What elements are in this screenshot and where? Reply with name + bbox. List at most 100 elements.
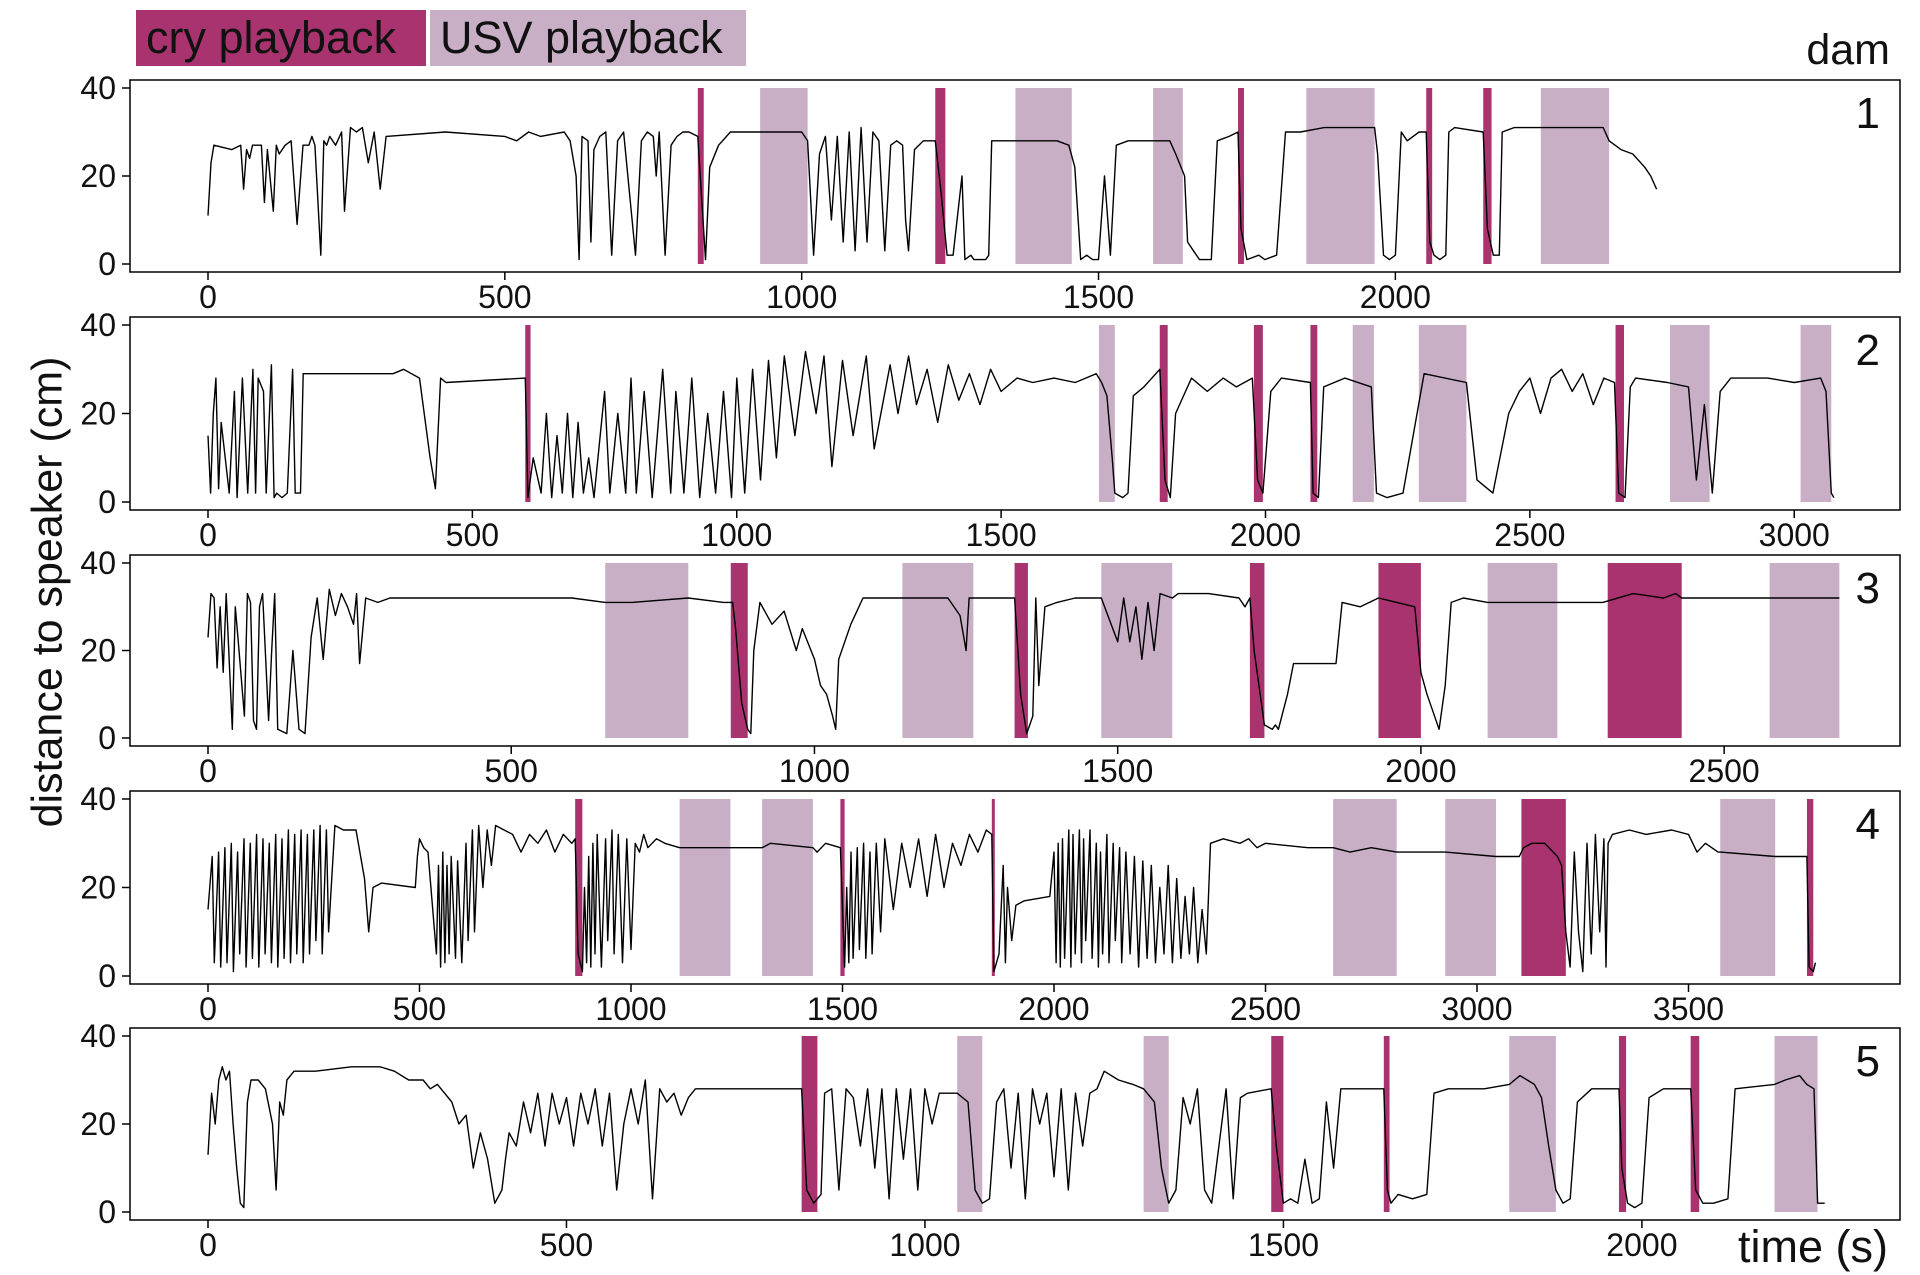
x-tick-label: 1500 [966, 517, 1037, 553]
usv-playback-span [605, 563, 689, 738]
usv-playback-span [1098, 325, 1115, 502]
distance-trace [207, 350, 1835, 499]
cry-playback-span [1014, 563, 1028, 738]
panel-4: 0 20 40 0 500 1000 1500 2000 2500 3000 3500 4 [80, 781, 1901, 1027]
x-tick-label: 500 [446, 517, 499, 553]
legend-usv-playback: USV playback [430, 10, 746, 66]
x-tick-label: 1000 [595, 991, 666, 1027]
usv-playback-span [1769, 563, 1840, 738]
usv-playback-span [1333, 799, 1397, 976]
x-tick-label: 1000 [701, 517, 772, 553]
cry-playback-span [575, 799, 583, 976]
panel-label: 5 [1856, 1037, 1880, 1086]
panel-label: 2 [1856, 326, 1880, 375]
cry-playback-span [1607, 563, 1682, 738]
panel-5: 0 20 40 0 500 1000 1500 2000 5 [80, 1018, 1901, 1263]
y-tick-label: 0 [98, 958, 116, 994]
x-tick-label: 2000 [1385, 753, 1456, 789]
panel-frame [129, 790, 1901, 985]
y-tick-label: 0 [98, 484, 116, 520]
x-tick-label: 500 [478, 279, 531, 315]
y-tick-label: 40 [80, 781, 116, 817]
usv-playback-span [1101, 563, 1173, 738]
panel-label: 3 [1856, 564, 1880, 613]
x-tick-label: 2500 [1230, 991, 1301, 1027]
cry-playback-span [1618, 1036, 1627, 1212]
usv-playback-span [1306, 88, 1375, 264]
usv-playback-span [679, 799, 731, 976]
usv-playback-span [760, 88, 808, 264]
x-tick-label: 2500 [1494, 517, 1565, 553]
x-tick-label: 500 [393, 991, 446, 1027]
panel-2: 0 20 40 0 500 1000 1500 2000 2500 3000 2 [80, 307, 1901, 553]
cry-playback-span [1521, 799, 1566, 976]
distance-trace [207, 588, 1840, 735]
usv-playback-span [1418, 325, 1467, 502]
panel-label: 4 [1856, 800, 1880, 849]
usv-playback-span [1352, 325, 1374, 502]
y-tick-label: 0 [98, 246, 116, 282]
usv-playback-span [1445, 799, 1497, 976]
x-tick-label: 1500 [1082, 753, 1153, 789]
distance-trace [207, 824, 1817, 973]
y-tick-label: 20 [80, 396, 116, 432]
distance-trace [207, 126, 1658, 261]
y-tick-label: 20 [80, 1106, 116, 1142]
panel-label: 1 [1856, 89, 1880, 138]
dam-label: dam [1806, 26, 1890, 74]
cry-playback-span [1383, 1036, 1390, 1212]
cry-playback-span [1615, 325, 1624, 502]
usv-playback-span [902, 563, 974, 738]
x-axis-label: time (s) [1738, 1221, 1888, 1272]
usv-playback-span [1509, 1036, 1556, 1212]
cry-playback-span [1159, 325, 1168, 502]
x-tick-label: 0 [199, 991, 217, 1027]
legend-cry-playback: cry playback [136, 10, 426, 66]
x-tick-label: 3000 [1759, 517, 1830, 553]
panel-3: 0 20 40 0 500 1000 1500 2000 2500 3 [80, 545, 1901, 789]
x-tick-label: 0 [199, 517, 217, 553]
panel-frame [129, 316, 1901, 511]
distance-trace [207, 1066, 1825, 1209]
x-tick-label: 2000 [1360, 279, 1431, 315]
cry-playback-span [1483, 88, 1492, 264]
cry-playback-span [730, 563, 748, 738]
x-tick-label: 3000 [1441, 991, 1512, 1027]
panel-1: 0 20 40 0 500 1000 1500 2000 1 [80, 70, 1901, 315]
x-tick-label: 500 [540, 1227, 593, 1263]
y-tick-label: 40 [80, 545, 116, 581]
cry-playback-span [1310, 325, 1318, 502]
usv-playback-span [1487, 563, 1558, 738]
x-tick-label: 1500 [1248, 1227, 1319, 1263]
usv-playback-span [1015, 88, 1072, 264]
y-tick-label: 20 [80, 633, 116, 669]
x-tick-label: 1500 [1063, 279, 1134, 315]
cry-playback-span [1238, 88, 1244, 264]
cry-playback-span [1806, 799, 1814, 976]
x-tick-label: 3500 [1653, 991, 1724, 1027]
x-tick-label: 0 [199, 753, 217, 789]
usv-playback-span [1774, 1036, 1818, 1212]
usv-playback-span [762, 799, 813, 976]
x-tick-label: 2000 [1018, 991, 1089, 1027]
x-tick-label: 1500 [807, 991, 878, 1027]
cry-playback-span [1271, 1036, 1284, 1212]
usv-playback-span [1153, 88, 1183, 264]
y-tick-label: 0 [98, 1194, 116, 1230]
y-tick-label: 20 [80, 158, 116, 194]
cry-playback-span [991, 799, 995, 976]
cry-playback-span [1690, 1036, 1700, 1212]
x-tick-label: 1000 [766, 279, 837, 315]
y-tick-label: 40 [80, 70, 116, 106]
cry-playback-span [525, 325, 531, 502]
cry-playback-span [1253, 325, 1263, 502]
x-tick-label: 2000 [1606, 1227, 1677, 1263]
y-tick-label: 40 [80, 1018, 116, 1054]
x-tick-label: 0 [199, 279, 217, 315]
usv-playback-span [1720, 799, 1776, 976]
y-tick-label: 40 [80, 307, 116, 343]
panel-frame [129, 79, 1901, 273]
x-tick-label: 500 [485, 753, 538, 789]
